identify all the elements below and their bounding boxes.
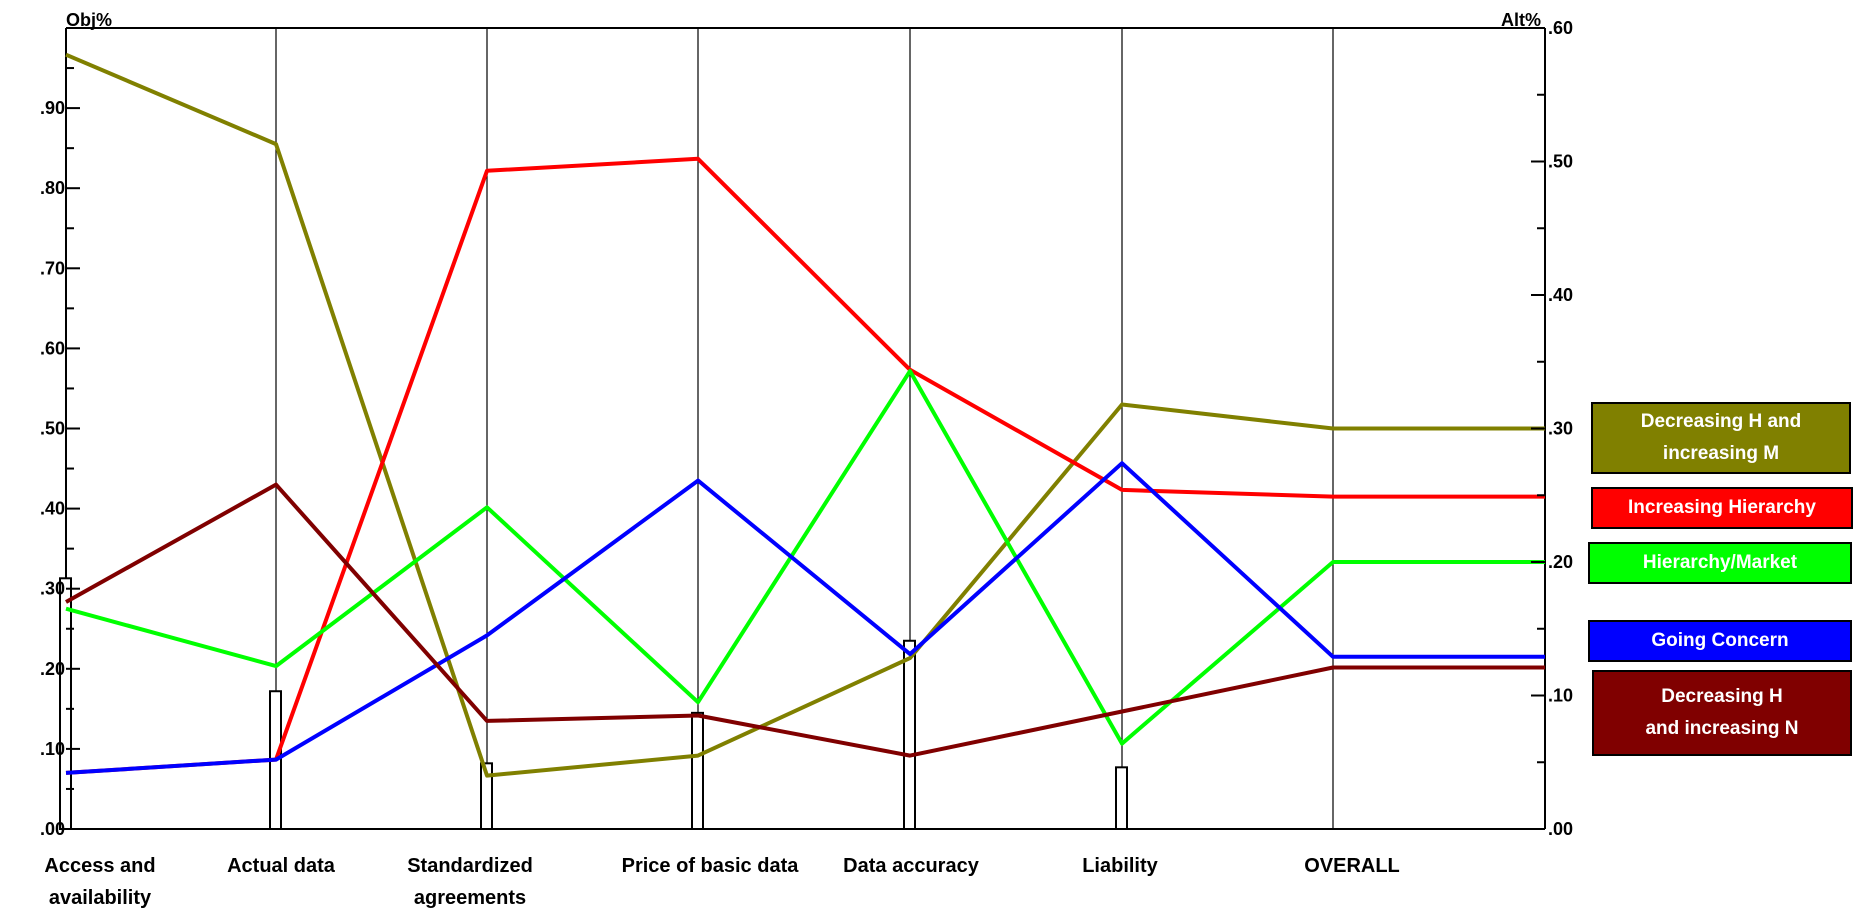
right-axis: .00 .10 .20 .30 .40 .50 .60 Alt%	[1501, 10, 1573, 839]
legend-label: Increasing Hierarchy	[1628, 492, 1816, 524]
objective-weight-bar	[480, 762, 493, 830]
criterion-lines	[275, 28, 1334, 829]
objective-weight-bar	[1115, 766, 1128, 830]
right-tick-label: .10	[1548, 686, 1573, 706]
left-tick-label: .60	[40, 338, 65, 358]
legend-label: Decreasing H and increasing N	[1645, 681, 1798, 745]
objective-weight-bar	[59, 577, 72, 830]
series-line	[65, 482, 1545, 758]
right-axis-title: Alt%	[1501, 10, 1541, 30]
legend-label: Going Concern	[1651, 625, 1788, 657]
left-tick-label: .70	[40, 258, 65, 278]
category-label: Price of basic data	[622, 855, 800, 877]
legend-item: Going Concern	[1588, 620, 1852, 662]
right-tick-label: .00	[1548, 819, 1573, 839]
legend-label-line: Going Concern	[1651, 630, 1789, 651]
left-tick-label: .90	[40, 98, 65, 118]
category-label: Liability	[1082, 855, 1158, 877]
category-label: Actual data	[227, 855, 336, 877]
left-axis-title: Obj%	[66, 10, 112, 30]
legend-label: Decreasing H and increasing M	[1641, 406, 1802, 470]
right-tick-label: .20	[1548, 552, 1573, 572]
left-tick-label: .00	[40, 819, 65, 839]
legend-item: Decreasing H and increasing M	[1591, 402, 1851, 474]
category-label: Data accuracy	[843, 855, 980, 877]
left-tick-label: .50	[40, 419, 65, 439]
left-axis: .00 .10 .20 .30 .40 .50 .60 .70 .80 .90 Obj%	[40, 10, 112, 839]
series-line	[65, 156, 1545, 775]
series-line	[65, 52, 1545, 778]
right-tick-label: .30	[1548, 419, 1573, 439]
right-tick-label: .50	[1548, 152, 1573, 172]
legend-label-line: and increasing N	[1645, 718, 1799, 739]
legend-label-line: Increasing Hierarchy	[1628, 497, 1816, 518]
legend-label: Hierarchy/Market	[1643, 547, 1797, 579]
category-label: availability	[49, 887, 152, 909]
legend-item: Increasing Hierarchy	[1591, 487, 1853, 529]
legend-item: Decreasing H and increasing N	[1592, 670, 1852, 756]
objective-weight-bars	[59, 577, 1128, 831]
category-label: OVERALL	[1304, 855, 1400, 877]
left-tick-label: .40	[40, 499, 65, 519]
category-label: Standardized	[407, 855, 533, 877]
legend-label-line: Hierarchy/Market	[1642, 552, 1798, 573]
legend-label-line: increasing M	[1662, 443, 1780, 464]
alternative-series	[65, 52, 1545, 778]
right-tick-label: .40	[1548, 285, 1573, 305]
right-tick-label: .60	[1548, 18, 1573, 38]
category-labels: Access and availability Actual data Standar…	[44, 855, 1399, 909]
left-tick-label: .80	[40, 178, 65, 198]
category-label: Access and	[44, 855, 155, 877]
series-line	[65, 369, 1545, 746]
legend-label-line: Decreasing H and	[1640, 411, 1802, 432]
objective-weight-bar	[691, 711, 704, 830]
legend-label-line: Decreasing H	[1661, 686, 1783, 707]
series-line	[65, 461, 1545, 775]
left-tick-label: .10	[40, 739, 65, 759]
left-tick-label: .30	[40, 579, 65, 599]
category-label: agreements	[414, 887, 526, 909]
left-tick-label: .20	[40, 659, 65, 679]
legend-item: Hierarchy/Market	[1588, 542, 1852, 584]
objective-weight-bar	[903, 639, 916, 831]
